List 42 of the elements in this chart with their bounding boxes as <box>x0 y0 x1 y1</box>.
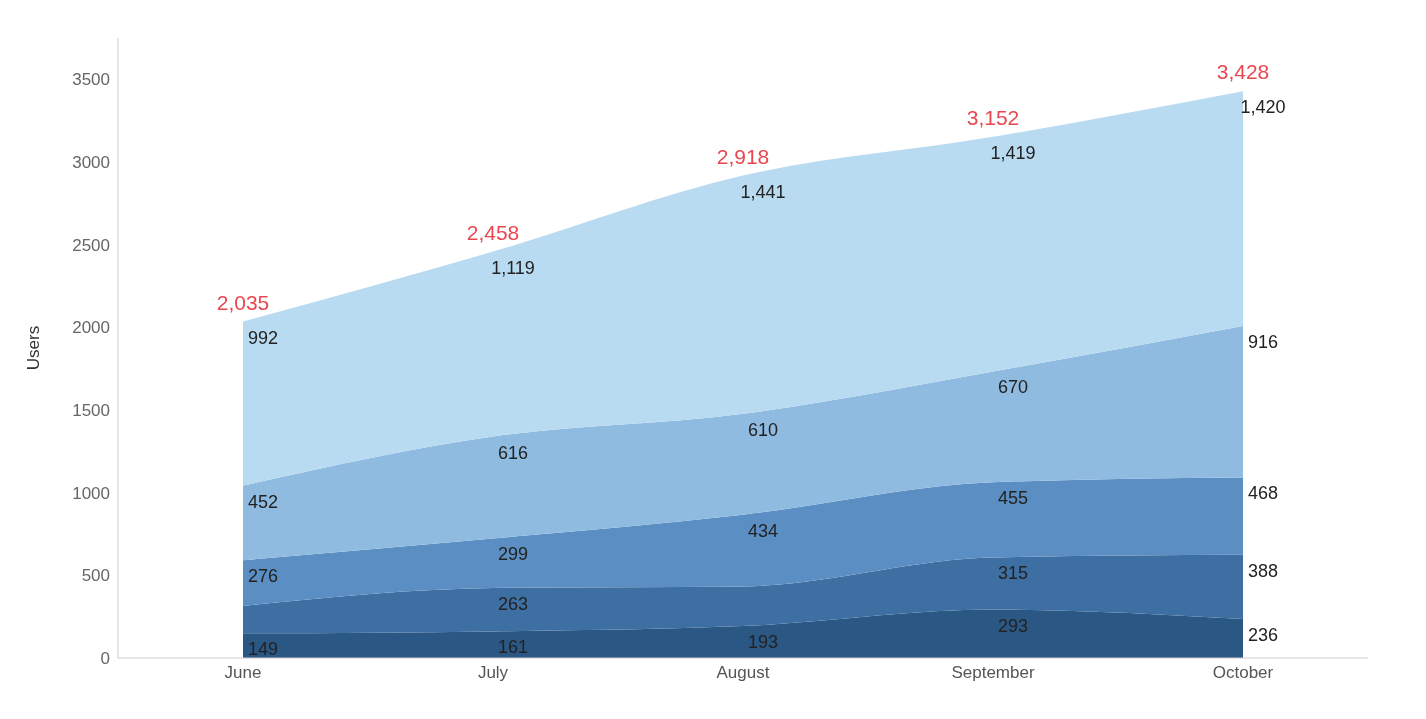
x-tick-label: August <box>716 663 770 683</box>
total-label: 2,035 <box>216 290 270 314</box>
x-tick-label: July <box>477 663 509 683</box>
y-tick-label: 3500 <box>72 70 110 90</box>
y-tick-label: 0 <box>100 649 110 669</box>
data-label: 670 <box>997 377 1029 398</box>
data-label: 293 <box>997 615 1029 636</box>
total-label: 3,428 <box>1216 60 1270 84</box>
data-label: 236 <box>1247 624 1279 645</box>
y-tick-label: 3000 <box>72 153 110 173</box>
y-tick-label: 1500 <box>72 401 110 421</box>
data-label: 916 <box>1247 332 1279 353</box>
data-label: 161 <box>497 637 529 658</box>
y-axis-title: Users <box>24 325 44 371</box>
y-tick-label: 2000 <box>72 318 110 338</box>
data-label: 388 <box>1247 560 1279 581</box>
data-label: 276 <box>247 566 279 587</box>
data-label: 468 <box>1247 483 1279 504</box>
total-label: 3,152 <box>966 105 1020 129</box>
total-label: 2,918 <box>716 144 770 168</box>
data-label: 1,420 <box>1240 97 1286 118</box>
data-label: 149 <box>247 639 279 660</box>
y-tick-label: 500 <box>81 566 110 586</box>
data-label: 315 <box>997 563 1029 584</box>
data-label: 299 <box>497 544 529 565</box>
data-label: 263 <box>497 593 529 614</box>
total-label: 2,458 <box>466 220 520 244</box>
data-label: 616 <box>497 442 529 463</box>
data-label: 1,441 <box>740 181 786 202</box>
data-label: 610 <box>747 419 779 440</box>
data-label: 434 <box>747 520 779 541</box>
x-tick-label: September <box>951 663 1035 683</box>
data-label: 452 <box>247 491 279 512</box>
y-tick-label: 1000 <box>72 483 110 503</box>
data-label: 992 <box>247 327 279 348</box>
data-label: 455 <box>997 488 1029 509</box>
data-label: 193 <box>747 632 779 653</box>
data-label: 1,419 <box>990 142 1036 163</box>
x-tick-label: October <box>1212 663 1274 683</box>
data-label: 1,119 <box>491 257 535 278</box>
x-tick-label: June <box>224 663 262 683</box>
y-tick-label: 2500 <box>72 235 110 255</box>
